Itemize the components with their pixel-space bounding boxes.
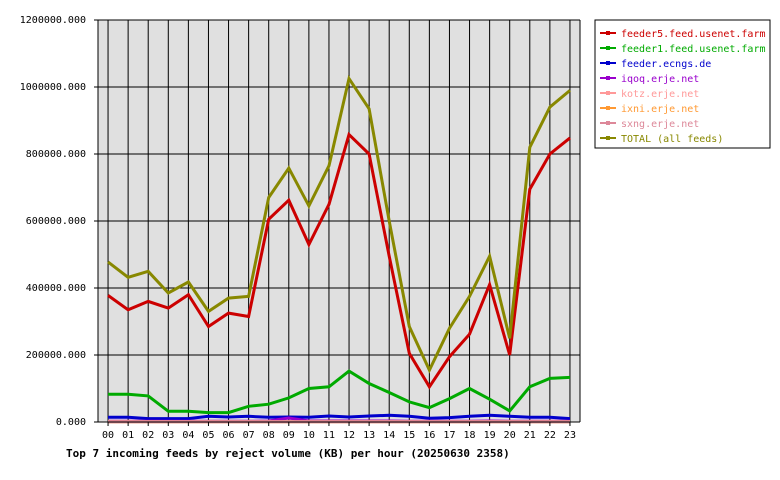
x-tick-label: 18 <box>464 430 476 441</box>
x-tick-label: 10 <box>303 430 315 441</box>
y-tick-label: 600000.000 <box>26 216 86 227</box>
legend-marker <box>606 91 610 95</box>
x-tick-label: 16 <box>423 430 435 441</box>
series-line <box>108 369 571 415</box>
legend-marker <box>606 106 610 110</box>
series-line <box>107 74 571 374</box>
x-tick-label: 07 <box>243 430 255 441</box>
y-tick-label: 1000000.000 <box>20 82 86 93</box>
x-tick-label: 03 <box>162 430 174 441</box>
x-tick-label: 09 <box>283 430 295 441</box>
legend-label: feeder.ecngs.de <box>621 59 711 70</box>
x-tick-label: 05 <box>202 430 214 441</box>
x-tick-label: 20 <box>504 430 516 441</box>
x-tick-label: 00 <box>102 430 114 441</box>
x-tick-label: 01 <box>122 430 134 441</box>
x-tick-label: 19 <box>484 430 496 441</box>
y-tick-label: 0.000 <box>56 417 86 428</box>
x-tick-label: 02 <box>142 430 154 441</box>
legend-label: feeder5.feed.usenet.farm <box>621 29 766 40</box>
y-tick-labels: 0.000 200000.000 400000.000 600000.000 80000… <box>20 15 98 428</box>
legend-label: TOTAL (all feeds) <box>621 134 723 145</box>
x-tick-label: 06 <box>223 430 235 441</box>
chart-title: Top 7 incoming feeds by reject volume (K… <box>66 447 510 460</box>
legend-marker <box>606 121 610 125</box>
legend-label: ixni.erje.net <box>621 104 699 115</box>
x-tick-label: 04 <box>182 430 194 441</box>
y-tick-label: 1200000.000 <box>20 15 86 26</box>
legend-label: kotz.erje.net <box>621 89 699 100</box>
legend: feeder5.feed.usenet.farm feeder1.feed.use… <box>594 19 771 149</box>
x-tick-label: 21 <box>524 430 536 441</box>
legend-marker <box>606 61 610 65</box>
legend-marker <box>606 136 610 140</box>
x-tick-label: 11 <box>323 430 335 441</box>
y-tick-label: 200000.000 <box>26 350 86 361</box>
x-tick-label: 22 <box>544 430 556 441</box>
x-tick-label: 17 <box>443 430 455 441</box>
legend-label: sxng.erje.net <box>621 119 699 130</box>
legend-marker <box>606 46 610 50</box>
x-tick-label: 14 <box>383 430 395 441</box>
series-line <box>108 413 571 421</box>
x-tick-label: 12 <box>343 430 355 441</box>
series-line <box>107 131 571 390</box>
x-tick-labels: 00 01 02 03 04 05 06 07 08 09 10 11 12 13 14 15 16 17 18 19… <box>102 422 576 441</box>
y-tick-label: 800000.000 <box>26 149 86 160</box>
y-tick-label: 400000.000 <box>26 283 86 294</box>
x-tick-label: 13 <box>363 430 375 441</box>
legend-box <box>594 19 771 149</box>
legend-marker <box>606 76 610 80</box>
x-tick-label: 08 <box>263 430 275 441</box>
legend-marker <box>606 31 610 35</box>
legend-label: feeder1.feed.usenet.farm <box>621 44 766 55</box>
legend-label: iqoq.erje.net <box>621 74 699 85</box>
x-tick-label: 15 <box>403 430 415 441</box>
x-tick-label: 23 <box>564 430 576 441</box>
